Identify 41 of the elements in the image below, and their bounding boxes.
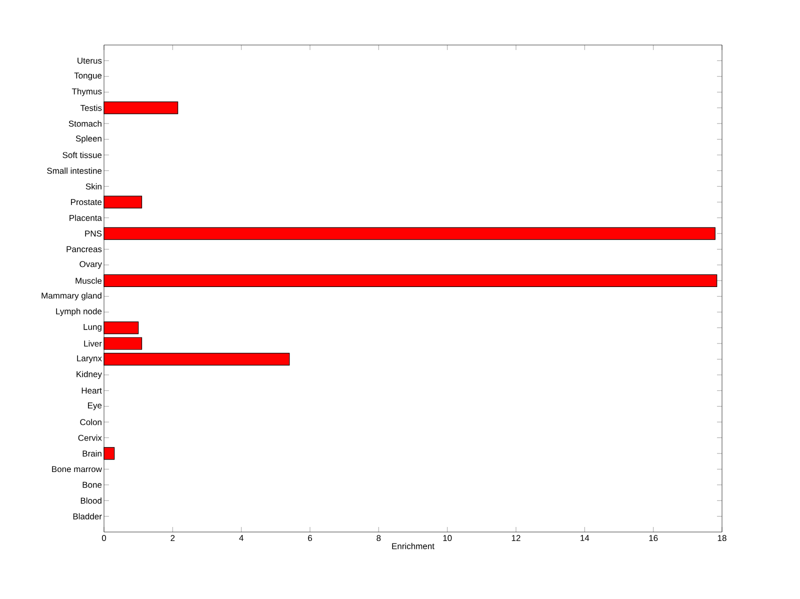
y-tick-label: Colon [80, 418, 102, 426]
x-tick-label: 4 [239, 535, 244, 541]
y-tick-label: Testis [80, 104, 102, 111]
y-tick-label: Prostate [71, 199, 102, 206]
y-tick-label: Liver [84, 340, 102, 347]
y-tick-label: Bone [82, 482, 102, 488]
y-tick-label: PNS [85, 230, 102, 237]
y-tick-label: Muscle [76, 278, 102, 284]
y-tick-label: Small intestine [47, 168, 102, 174]
y-tick-label: Soft tissue [62, 152, 102, 158]
y-tick-label: Heart [82, 388, 102, 394]
x-tick-label: 8 [376, 535, 381, 542]
y-tick-label: Tongue [74, 72, 102, 80]
y-tick-label: Stomach [68, 120, 102, 127]
y-tick-label: Bladder [73, 513, 102, 520]
x-tick-label: 10 [443, 535, 452, 542]
y-tick-label: Pancreas [66, 246, 102, 252]
y-tick-label: Eye [88, 402, 102, 410]
x-axis-title: Enrichment [392, 542, 434, 550]
y-tick-label: Bone marrow [52, 466, 102, 472]
y-tick-label: Blood [80, 497, 102, 504]
y-tick-label: Skin [86, 183, 102, 190]
y-tick-label: Mammary gland [42, 292, 102, 300]
x-tick-label: 14 [580, 535, 590, 541]
x-tick-label: 2 [170, 535, 175, 541]
y-tick-label: Spleen [76, 135, 102, 144]
y-tick-label: Lung [84, 324, 102, 332]
y-tick-label: Cervix [78, 434, 102, 441]
x-tick-label: 16 [649, 535, 658, 542]
y-tick-label: Lymph node [56, 308, 102, 316]
y-tick-label: Placenta [70, 214, 102, 221]
y-tick-label: Brain [82, 450, 102, 457]
y-tick-label: Ovary [80, 261, 102, 269]
y-tick-label: Kidney [76, 370, 102, 379]
y-tick-label: Larynx [77, 355, 102, 364]
x-tick-label: 18 [718, 535, 726, 542]
x-tick-label: 12 [512, 535, 520, 541]
x-tick-label: 6 [308, 535, 312, 542]
y-tick-label: Uterus [78, 58, 102, 64]
y-tick-label: Thymus [72, 88, 102, 96]
x-tick-label: 0 [102, 535, 106, 542]
